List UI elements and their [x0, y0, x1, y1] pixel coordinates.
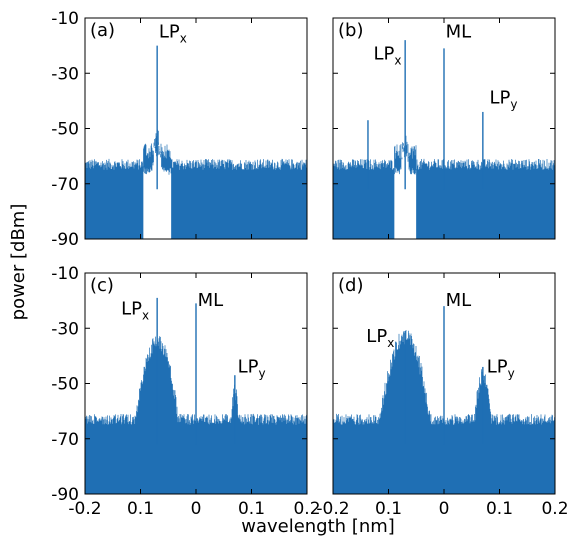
x-tick-label: 0.2	[541, 499, 568, 519]
x-tick-label: 0.2	[293, 499, 320, 519]
annotation-lpx: LPx	[159, 21, 187, 45]
annotation-lpy: LPy	[487, 356, 515, 380]
annotation-ml: ML	[198, 290, 224, 311]
panel-d: -0.2 0.1 0 0.1 0.2 (d) LPx ML LPy	[316, 272, 569, 519]
y-tick-label: -90	[51, 485, 79, 505]
y-tick-label: -50	[51, 375, 79, 395]
annotation-ml: ML	[446, 21, 472, 42]
plot-area	[333, 40, 555, 239]
y-tick-label: -30	[51, 319, 79, 339]
annotation-lpx: LPx	[374, 43, 402, 67]
annotation-lpy: LPy	[490, 88, 518, 112]
y-tick-label: -70	[51, 175, 79, 195]
panel-a: -10 -30 -50 -70 -90 (a) LPx	[51, 9, 308, 250]
panel-label: (a)	[90, 20, 115, 41]
annotation-lpy: LPy	[238, 356, 266, 380]
plot-area	[85, 297, 307, 494]
x-tick-label: 0.1	[486, 499, 513, 519]
x-axis-title: wavelength [nm]	[241, 516, 395, 537]
panel-b: (b) LPx ML LPy	[332, 17, 556, 240]
y-tick-label: -70	[51, 430, 79, 450]
panel-label: (c)	[90, 275, 114, 296]
x-tick-label: -0.2	[68, 499, 101, 519]
x-tick-label: 0.1	[238, 499, 265, 519]
x-tick-label: 0.1	[375, 499, 402, 519]
x-tick-label: -0.2	[316, 499, 349, 519]
y-tick-label: -30	[51, 64, 79, 84]
x-tick-label: 0	[191, 499, 202, 519]
panel-c: -0.2 0.1 0 0.1 0.2 -10 -30 -50 -70 -90 (c) LPx ML LPy	[51, 264, 320, 519]
y-tick-label: -10	[51, 264, 79, 284]
x-tick-label: 0.1	[127, 499, 154, 519]
y-tick-label: -90	[51, 230, 79, 250]
y-tick-label: -10	[51, 9, 79, 29]
plot-area	[85, 45, 307, 239]
x-tick-label: 0	[439, 499, 450, 519]
y-axis-title: power [dBm]	[8, 204, 29, 321]
annotation-lpx: LPx	[121, 298, 149, 322]
y-tick-label: -50	[51, 120, 79, 140]
annotation-lpx: LPx	[366, 326, 394, 350]
spectrum-trace	[85, 129, 307, 239]
panels: -10 -30 -50 -70 -90 (a) LPx (b) LPx ML LPy -0.2 0.1 0…	[51, 9, 568, 519]
panel-label: (d)	[338, 275, 363, 296]
panel-label: (b)	[338, 20, 363, 41]
annotation-ml: ML	[446, 290, 472, 311]
